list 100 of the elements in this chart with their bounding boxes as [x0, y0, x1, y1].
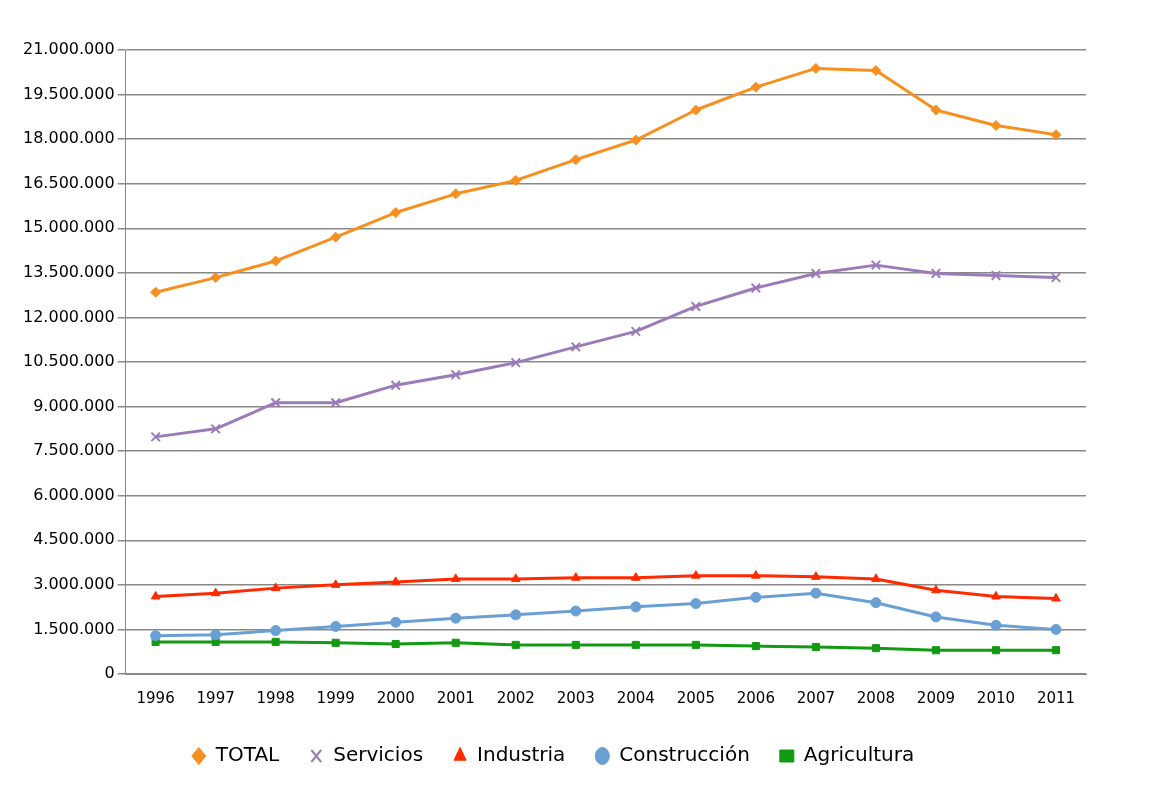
- point: [331, 638, 340, 647]
- point: [691, 640, 700, 649]
- x-tick-label: 2011: [1036, 688, 1076, 707]
- x-tick-label: 2002: [496, 688, 535, 707]
- x-tick-label: 2005: [676, 688, 715, 707]
- x-tick-label: 2004: [616, 688, 655, 707]
- point: [150, 431, 161, 443]
- point: [511, 640, 520, 649]
- point: [571, 640, 580, 649]
- point: [811, 642, 820, 651]
- x-tick-label: 1998: [256, 688, 295, 707]
- point: [690, 598, 702, 610]
- point: [990, 619, 1002, 631]
- y-tick-label: 18.000.000: [23, 128, 115, 148]
- point: [930, 104, 942, 116]
- point: [390, 207, 402, 219]
- point: [630, 326, 642, 337]
- point: [810, 62, 822, 74]
- point: [750, 591, 762, 603]
- x-tick-label: 2009: [916, 688, 956, 707]
- point: [390, 576, 401, 585]
- y-tick-label: 10.500.000: [23, 351, 115, 371]
- y-tick-label: 4.500.000: [33, 529, 115, 549]
- point: [450, 612, 462, 624]
- x-tick-label: 2010: [976, 688, 1016, 707]
- point: [451, 638, 460, 647]
- point: [570, 341, 582, 353]
- point: [811, 571, 821, 580]
- point: [870, 65, 882, 76]
- point: [991, 646, 1000, 655]
- point: [210, 423, 221, 435]
- point: [870, 597, 882, 609]
- point: [690, 104, 702, 116]
- point: [450, 188, 462, 200]
- point: [330, 620, 342, 632]
- legend-label: Construcción: [619, 742, 750, 767]
- point: [751, 642, 760, 651]
- y-tick-label: 9.000.000: [33, 395, 115, 415]
- point: [270, 625, 282, 637]
- y-tick-label: 15.000.000: [23, 217, 115, 237]
- point: [510, 357, 522, 368]
- point: [330, 231, 342, 243]
- x-tick-label: 2003: [556, 688, 595, 707]
- x-tick-label: 1999: [316, 688, 355, 707]
- point: [150, 286, 162, 298]
- point: [810, 587, 822, 599]
- x-tick-label: 2001: [436, 688, 475, 707]
- point: [271, 637, 280, 646]
- point: [930, 611, 942, 623]
- point: [630, 572, 641, 581]
- point: [751, 570, 761, 579]
- point: [450, 573, 461, 582]
- y-tick-label: 13.500.000: [23, 262, 115, 282]
- x-tick-label: 2000: [376, 688, 415, 707]
- point: [390, 379, 401, 391]
- point: [991, 590, 1001, 600]
- y-tick-label: 7.500.000: [33, 440, 115, 460]
- x-tick-label: 2006: [736, 688, 775, 707]
- point: [270, 397, 281, 408]
- point: [150, 590, 161, 600]
- point: [1050, 272, 1062, 283]
- point: [450, 369, 461, 381]
- x-tick-label: 1996: [136, 688, 175, 707]
- point: [510, 174, 522, 186]
- point: [570, 154, 582, 166]
- point: [1050, 623, 1062, 635]
- point: [390, 616, 402, 628]
- legend-label: Industria: [477, 742, 566, 767]
- point: [210, 587, 221, 597]
- point: [570, 572, 581, 581]
- point: [391, 639, 400, 649]
- y-tick-label: 12.000.000: [23, 306, 115, 326]
- point: [150, 630, 162, 642]
- x-tick-label: 2007: [796, 688, 835, 707]
- point: [631, 640, 640, 649]
- point: [750, 282, 762, 294]
- y-tick-label: 1.500.000: [33, 618, 115, 638]
- point: [510, 609, 522, 621]
- point: [330, 397, 341, 408]
- point: [510, 573, 521, 582]
- point: [1050, 129, 1062, 141]
- x-tick-label: 1997: [196, 688, 235, 707]
- point: [931, 646, 940, 655]
- legend-label: Agricultura: [803, 742, 915, 767]
- point: [1051, 646, 1061, 655]
- point: [690, 301, 702, 312]
- y-tick-label: 16.500.000: [23, 172, 115, 192]
- point: [570, 605, 582, 617]
- point: [871, 644, 880, 653]
- point: [330, 579, 341, 588]
- point: [691, 570, 701, 579]
- point: [270, 582, 281, 592]
- legend-label: Servicios: [333, 742, 424, 767]
- point: [210, 272, 222, 284]
- y-tick-label: 21.000.000: [23, 39, 115, 59]
- point: [210, 629, 222, 641]
- point: [990, 270, 1002, 281]
- y-tick-label: 6.000.000: [33, 484, 115, 504]
- point: [270, 255, 282, 267]
- point: [810, 268, 822, 279]
